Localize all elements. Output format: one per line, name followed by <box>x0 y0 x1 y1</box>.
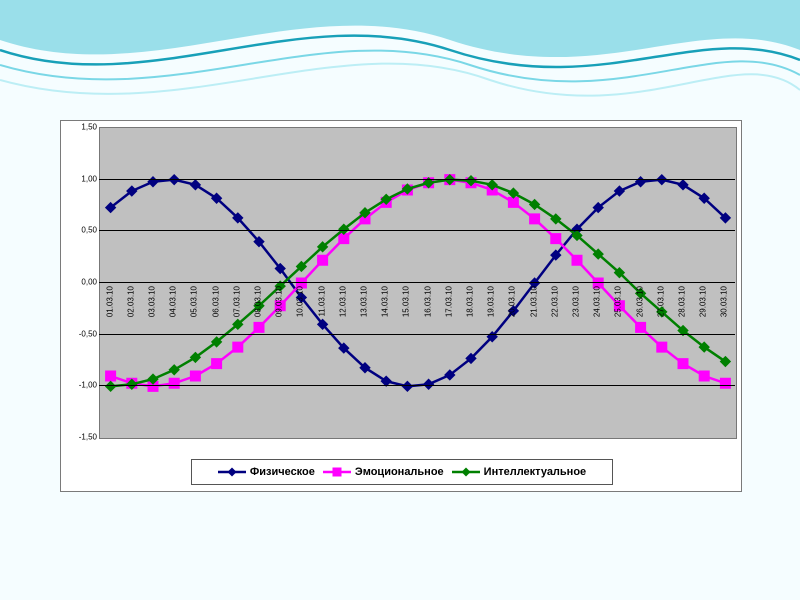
x-tick-label: 11.03.10 <box>317 286 326 317</box>
gridline <box>99 179 735 180</box>
series-marker <box>254 322 264 332</box>
series-marker <box>106 371 116 381</box>
series-marker <box>508 197 518 207</box>
x-tick-label: 19.03.10 <box>487 286 496 317</box>
series-marker <box>678 359 688 369</box>
x-tick-label: 15.03.10 <box>402 286 411 317</box>
x-tick-label: 10.03.10 <box>296 286 305 317</box>
x-tick-label: 17.03.10 <box>444 286 453 317</box>
series-marker <box>339 234 349 244</box>
y-tick-label: -1,50 <box>67 433 97 442</box>
x-tick-label: 23.03.10 <box>572 286 581 317</box>
x-tick-label: 05.03.10 <box>190 286 199 317</box>
series-marker <box>190 371 200 381</box>
legend-swatch-emotional <box>323 466 351 478</box>
x-tick-label: 25.03.10 <box>614 286 623 317</box>
x-tick-label: 29.03.10 <box>699 286 708 317</box>
legend-item-physical: Физическое <box>218 466 315 478</box>
x-tick-label: 16.03.10 <box>423 286 432 317</box>
series-marker <box>657 342 667 352</box>
series-line <box>111 180 726 387</box>
x-tick-label: 06.03.10 <box>211 286 220 317</box>
series-marker <box>508 188 518 198</box>
x-tick-label: 24.03.10 <box>593 286 602 317</box>
series-marker <box>212 359 222 369</box>
gridline <box>99 230 735 231</box>
legend-item-intellectual: Интеллектуальное <box>452 466 587 478</box>
series-marker <box>169 175 179 185</box>
plot-svg <box>100 128 736 438</box>
slide: -1,50 -1,00 -0,50 0,00 0,50 1,00 1,50 01.03.10… <box>0 0 800 600</box>
x-tick-label: 07.03.10 <box>232 286 241 317</box>
legend-item-emotional: Эмоциональное <box>323 466 444 478</box>
series-marker <box>530 214 540 224</box>
series-line <box>111 180 726 387</box>
series-marker <box>318 255 328 265</box>
x-tick-label: 27.03.10 <box>656 286 665 317</box>
series-marker <box>699 371 709 381</box>
y-tick-label: 1,00 <box>67 174 97 183</box>
x-tick-label: 30.03.10 <box>720 286 729 317</box>
y-tick-label: -1,00 <box>67 381 97 390</box>
x-tick-label: 08.03.10 <box>254 286 263 317</box>
y-tick-label: -0,50 <box>67 329 97 338</box>
series-marker <box>551 234 561 244</box>
x-tick-label: 18.03.10 <box>466 286 475 317</box>
x-tick-label: 12.03.10 <box>338 286 347 317</box>
x-tick-label: 03.03.10 <box>148 286 157 317</box>
series-marker <box>720 378 730 388</box>
series-marker <box>572 255 582 265</box>
series-marker <box>402 381 412 391</box>
x-tick-label: 26.03.10 <box>635 286 644 317</box>
series-line <box>111 180 726 387</box>
x-tick-label: 14.03.10 <box>381 286 390 317</box>
series-marker <box>424 379 434 389</box>
series-marker <box>169 365 179 375</box>
legend: Физическое Эмоциональное Интеллектуально… <box>191 459 613 485</box>
decorative-wave <box>0 0 800 140</box>
legend-label-emotional: Эмоциональное <box>355 466 444 478</box>
gridline <box>99 385 735 386</box>
series-marker <box>233 342 243 352</box>
y-tick-label: 1,50 <box>67 123 97 132</box>
legend-label-physical: Физическое <box>250 466 315 478</box>
legend-swatch-physical <box>218 466 246 478</box>
x-tick-label: 21.03.10 <box>529 286 538 317</box>
x-tick-label: 04.03.10 <box>169 286 178 317</box>
gridline <box>99 334 735 335</box>
legend-label-intellectual: Интеллектуальное <box>484 466 587 478</box>
plot-area <box>99 127 737 439</box>
x-tick-label: 28.03.10 <box>678 286 687 317</box>
series-marker <box>657 175 667 185</box>
series-marker <box>636 322 646 332</box>
gridline <box>99 282 735 283</box>
series-marker <box>169 378 179 388</box>
x-tick-label: 22.03.10 <box>550 286 559 317</box>
x-tick-label: 09.03.10 <box>275 286 284 317</box>
series-marker <box>106 381 116 391</box>
x-tick-label: 13.03.10 <box>360 286 369 317</box>
legend-swatch-intellectual <box>452 466 480 478</box>
x-tick-label: 20.03.10 <box>508 286 517 317</box>
x-tick-label: 02.03.10 <box>126 286 135 317</box>
x-tick-label: 01.03.10 <box>105 286 114 317</box>
biorhythm-chart: -1,50 -1,00 -0,50 0,00 0,50 1,00 1,50 01.03.10… <box>60 120 742 492</box>
y-tick-label: 0,00 <box>67 278 97 287</box>
y-tick-label: 0,50 <box>67 226 97 235</box>
